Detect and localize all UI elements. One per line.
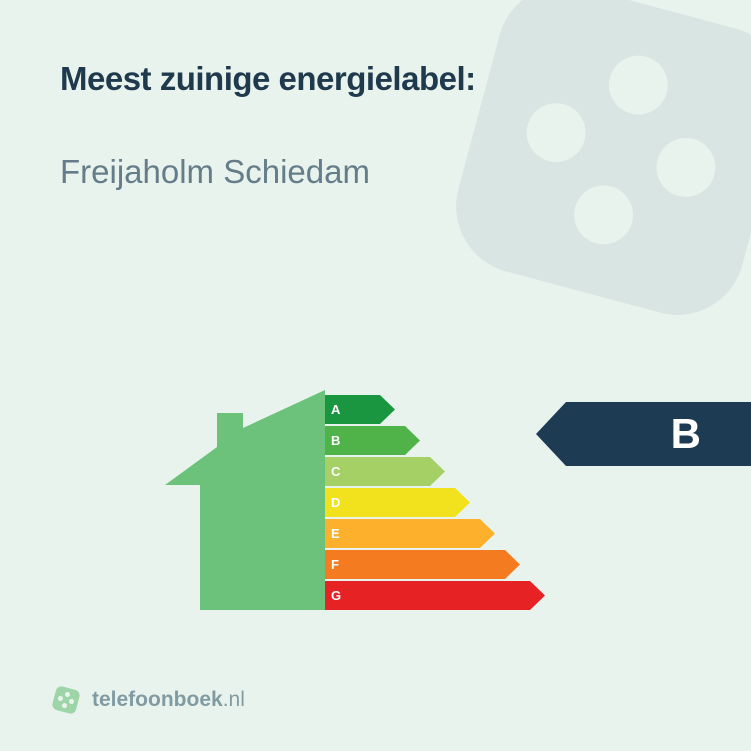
selected-label-letter: B: [671, 402, 701, 466]
energy-bar-letter: B: [331, 426, 340, 455]
site-name-tld: .nl: [223, 688, 245, 712]
energy-bar-letter: C: [331, 457, 340, 486]
page-title: Meest zuinige energielabel:: [60, 60, 691, 98]
energy-bar-letter: D: [331, 488, 340, 517]
site-logo-icon: [50, 684, 82, 716]
location-name: Freijaholm Schiedam: [60, 153, 691, 191]
energy-bar-letter: G: [331, 581, 341, 610]
site-name: telefoonboek .nl: [92, 688, 245, 712]
energy-bar-letter: F: [331, 550, 339, 579]
selected-label-badge: B: [536, 402, 751, 466]
house-icon: [155, 390, 325, 615]
site-attribution: telefoonboek .nl: [50, 684, 245, 716]
energy-label-graphic: ABCDEFG B: [0, 350, 751, 630]
energy-bar-letter: A: [331, 395, 340, 424]
site-name-bold: telefoonboek: [92, 688, 223, 712]
energy-bar-letter: E: [331, 519, 340, 548]
